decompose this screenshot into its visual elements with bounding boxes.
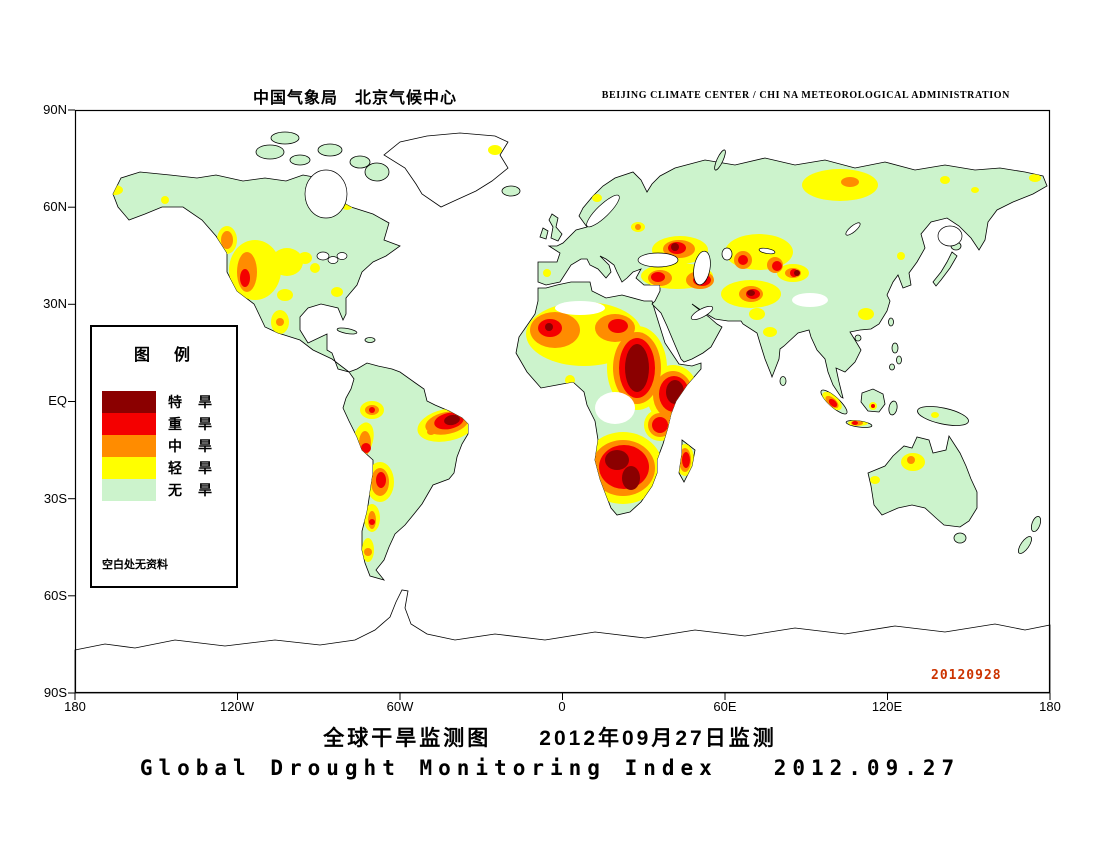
lat-label-30s: 30S: [43, 491, 67, 506]
header-title-english: BEIJING CLIMATE CENTER / CHI NA METEOROL…: [601, 90, 1010, 101]
lat-label-90n: 90N: [43, 102, 67, 117]
footer-title-english: Global Drought Monitoring Index 2012.09.…: [139, 756, 961, 780]
continent-antarctica: [74, 589, 1051, 694]
legend-swatch-light: [102, 457, 156, 479]
lon-label-60w: 60W: [386, 699, 414, 714]
legend-item-label: 中 旱: [168, 438, 213, 454]
no-data-layer: [555, 293, 828, 424]
island-greenland: [383, 132, 509, 208]
lon-label-120w: 120W: [220, 699, 254, 714]
lat-label-60s: 60S: [43, 588, 67, 603]
legend-item-none: 无 旱: [102, 479, 213, 501]
legend-item-label: 特 旱: [168, 394, 213, 410]
water-bodies-layer: [304, 169, 963, 320]
map-area: 20120928 图 例 特 旱 重 旱 中 旱 轻 旱: [68, 109, 1051, 700]
islands-group: [255, 131, 1042, 554]
lon-label-120e: 120E: [871, 699, 903, 714]
legend-note: 空白处无资料: [102, 559, 168, 571]
legend-item-moderate: 中 旱: [102, 435, 213, 457]
legend-item-light: 轻 旱: [102, 457, 213, 479]
header-title-chinese: 中国气象局 北京气候中心: [252, 90, 457, 107]
legend-swatch-none: [102, 479, 156, 501]
lon-label-0: 0: [558, 699, 566, 714]
lat-label-30n: 30N: [43, 296, 67, 311]
legend-item-label: 重 旱: [168, 416, 213, 432]
legend-swatch-moderate: [102, 435, 156, 457]
map-datestamp: 20120928: [931, 668, 1002, 683]
lat-label-60n: 60N: [43, 199, 67, 214]
footer-title-chinese: 全球干旱监测图 2012年09月27日监测: [323, 727, 777, 750]
legend-item-label: 轻 旱: [168, 460, 213, 476]
continent-australia: [867, 435, 978, 528]
island-new-guinea: [915, 402, 971, 430]
continent-south-america: [342, 362, 469, 581]
lat-label-90s: 90S: [43, 685, 67, 700]
legend-title: 图 例: [133, 347, 194, 364]
landmass-layer: [74, 131, 1051, 694]
legend-swatch-severe: [102, 413, 156, 435]
legend-rows: 特 旱 重 旱 中 旱 轻 旱 无 旱: [102, 391, 213, 501]
lon-label-180e: 180: [1039, 699, 1061, 714]
legend-swatch-extreme: [102, 391, 156, 413]
lat-label-eq: EQ: [48, 393, 67, 408]
lon-label-60e: 60E: [713, 699, 737, 714]
legend-box: 图 例 特 旱 重 旱 中 旱 轻 旱: [90, 325, 238, 588]
map-frame-border: [74, 109, 1051, 694]
lon-label-180w: 180: [64, 699, 86, 714]
legend-item-label: 无 旱: [168, 482, 213, 498]
legend-item-extreme: 特 旱: [102, 391, 213, 413]
legend-item-severe: 重 旱: [102, 413, 213, 435]
world-map: [68, 109, 1051, 700]
map-frame-ticks: [68, 109, 1051, 700]
